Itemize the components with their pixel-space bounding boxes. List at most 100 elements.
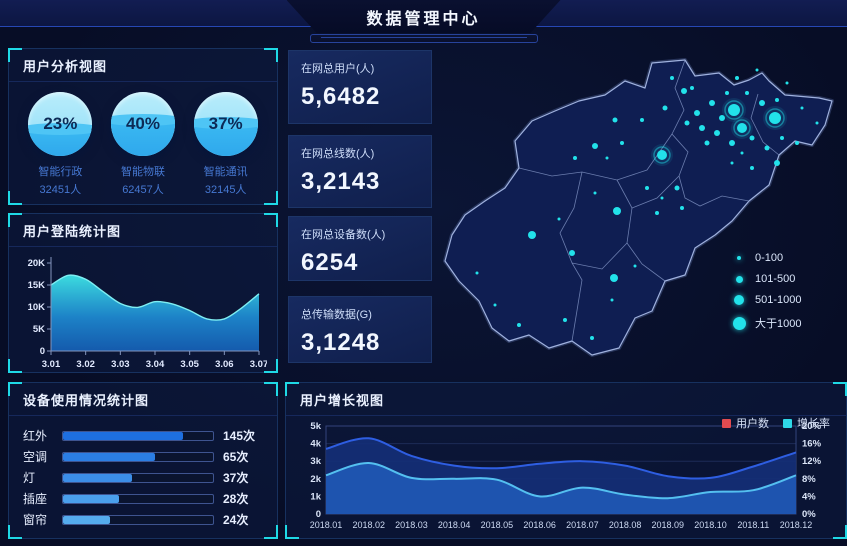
map-dot [620, 141, 624, 145]
axis-tick-label: 10K [28, 302, 46, 313]
map-dot [640, 118, 644, 122]
map-dot [633, 264, 637, 268]
map-inner-border [616, 175, 680, 209]
stat-label: 在网总线数(人) [301, 148, 375, 160]
map-dot [780, 136, 784, 140]
map-dot [660, 196, 664, 200]
map-dot [605, 156, 609, 160]
growth-chart-legend: 用户数 增长率 [722, 415, 830, 431]
map-dot-ring [765, 108, 785, 128]
stat-card-total-online: 在网总线数(人) 3,2143 [288, 135, 432, 208]
map-dot [694, 110, 700, 116]
map-dot [517, 323, 521, 327]
map-inner-border [518, 133, 673, 181]
map-dot [475, 271, 479, 275]
bar-row-socket: 插座 28次 [23, 488, 263, 509]
gauge-water [28, 123, 93, 156]
map-inner-border [671, 59, 689, 177]
map-dot [563, 318, 567, 322]
gauge-label: 智能通讯 [203, 166, 248, 178]
map-inner-border [678, 175, 750, 207]
stat-card-total-devices: 在网总设备数(人) 6254 [288, 216, 432, 281]
map-dot [680, 206, 684, 210]
map-legend: 0-100 101-500 501-1000 大于1000 [732, 252, 802, 331]
bar-fill [63, 473, 132, 482]
axis-tick-label: 0 [316, 509, 321, 520]
map-dot [557, 217, 561, 221]
legend-dot-icon [732, 295, 746, 305]
bar-row-ac: 空调 65次 [23, 446, 263, 467]
axis-tick-label: 2018.04 [438, 520, 471, 530]
bar-track [62, 493, 214, 504]
panel-title-user-growth: 用户增长视图 [286, 383, 846, 416]
legend-dot-icon [732, 275, 746, 283]
liquid-gauge: 40% [110, 92, 175, 156]
stat-card-total-data: 总传输数据(G) 3,1248 [288, 296, 432, 363]
login-area-chart: 0 5K 10K 15K 20K 3.01 3.02 3.03 3.04 3.05 3.06 3.07 [28, 257, 267, 370]
device-bar-chart: 红外 145次 空调 65次 灯 37次 插座 28次 窗帘 [9, 416, 277, 530]
map-dot [800, 106, 804, 110]
gauge-label: 智能行政 [38, 166, 83, 178]
axis-tick-label: 1k [310, 491, 321, 502]
map-dot [775, 98, 779, 102]
map-legend-item: 0-100 [732, 252, 802, 264]
panel-user-analysis: 用户分析视图 23% 智能行政 32451人 40% 智能物联 62457人 [8, 48, 278, 205]
axis-tick-label: 2018.09 [652, 520, 685, 530]
map-region-shape [444, 59, 833, 356]
bar-label: 空调 [23, 450, 48, 464]
axis-tick-label: 3k [310, 456, 321, 467]
map-dot-ring [724, 100, 744, 120]
gauge-percent: 37% [208, 114, 243, 133]
map-inner-border [626, 207, 666, 282]
gauge-count: 32145人 [204, 184, 247, 196]
map-dot [719, 115, 725, 121]
map-dot [755, 68, 759, 72]
map-inner-border [750, 93, 780, 156]
map-dot [684, 120, 690, 126]
bar-track [62, 514, 214, 525]
gauge-count: 62457人 [122, 184, 164, 196]
axis-tick-label: 2018.07 [566, 520, 599, 530]
map-dot [714, 130, 720, 136]
map-dot [657, 150, 667, 160]
axis-tick-label: 2018.05 [481, 520, 514, 530]
map-dot [704, 140, 710, 146]
panel-login-stats: 用户登陆统计图 0 5K 10K 15K 20K 3.01 3.02 3.03 3.04 3.05… [8, 213, 278, 373]
map-dot [740, 151, 744, 155]
map-inner-border [559, 171, 583, 342]
axis-tick-label: 2k [310, 474, 321, 485]
axis-tick-label: 20K [28, 258, 46, 269]
map-dot [737, 123, 747, 133]
stat-value: 3,2143 [301, 168, 381, 195]
legend-item-users[interactable]: 用户数 [722, 415, 769, 431]
axis-tick-label: 2018.01 [310, 520, 343, 530]
header-title-box: 数据管理中心 [287, 0, 561, 33]
axis-tick-label: 2018.10 [694, 520, 727, 530]
map-dot [774, 160, 780, 166]
map-dot [785, 81, 789, 85]
bar-value: 37次 [223, 471, 249, 485]
page-title: 数据管理中心 [366, 10, 481, 28]
map-legend-label: 大于1000 [755, 318, 802, 330]
axis-tick-label: 4k [310, 439, 321, 450]
map-legend-label: 101-500 [755, 273, 796, 285]
axis-tick-label: 5K [33, 324, 45, 335]
series-line-增长率 [325, 461, 797, 500]
map-dot [735, 76, 739, 80]
header-decoration [309, 34, 538, 43]
axis-tick-label: 3.07 [250, 359, 267, 370]
map-dot [610, 274, 618, 282]
gauge-group: 23% 智能行政 32451人 40% 智能物联 62457人 37% 智能通讯 [9, 82, 277, 197]
bar-row-light: 灯 37次 [23, 467, 263, 488]
growth-area-chart: 0 1k 2k 3k 4k 5k 0% 4% 8% 12% 16% 20% 2018.01 2018.02… [310, 421, 822, 530]
legend-item-growth-rate[interactable]: 增长率 [783, 415, 830, 431]
bar-track [62, 430, 214, 441]
map-dot [750, 166, 754, 170]
axis-tick-label: 8% [802, 474, 816, 485]
bar-label: 灯 [23, 471, 36, 485]
axis-tick-label: 2018.11 [737, 520, 769, 530]
map-container: 0-100 101-500 501-1000 大于1000 [432, 48, 847, 380]
liquid-gauge: 37% [193, 92, 258, 156]
stat-label: 在网总设备数(人) [301, 229, 386, 241]
stat-label: 在网总用户(人) [301, 63, 375, 75]
